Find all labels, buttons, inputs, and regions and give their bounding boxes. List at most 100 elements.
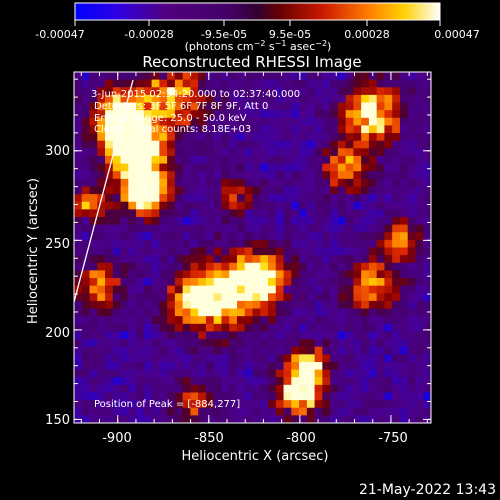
heatmap-cell (299, 308, 308, 317)
heatmap-cell (151, 110, 160, 119)
heatmap-cell (361, 72, 370, 81)
heatmap-cell (299, 392, 308, 401)
heatmap-cell (337, 308, 347, 317)
heatmap-cell (112, 316, 122, 325)
heatmap-cell (399, 72, 409, 81)
heatmap-cell (167, 247, 176, 256)
heatmap-cell (368, 155, 378, 165)
heatmap-cell (174, 255, 184, 264)
heatmap-cell (368, 94, 378, 104)
heatmap-cell (299, 171, 308, 180)
heatmap-cell (376, 239, 386, 249)
heatmap-cell (345, 392, 354, 401)
heatmap-cell (213, 148, 223, 157)
heatmap-cell (205, 125, 215, 134)
heatmap-cell (384, 140, 393, 149)
heatmap-cell (291, 79, 300, 88)
heatmap-cell (159, 79, 168, 88)
heatmap-cell (205, 117, 215, 127)
heatmap-cell (299, 293, 308, 302)
heatmap-cell (167, 110, 176, 119)
heatmap-cell (89, 148, 98, 157)
heatmap-cell (74, 247, 83, 256)
heatmap-cell (291, 163, 300, 172)
heatmap-cell (322, 209, 331, 218)
heatmap-cell (275, 369, 285, 378)
heatmap-cell (415, 247, 424, 256)
heatmap-cell (392, 354, 401, 363)
heatmap-cell (198, 125, 207, 134)
colorbar-units: (photons cm−2 s−1 asec−2) (185, 39, 332, 53)
heatmap-cell (268, 300, 277, 310)
heatmap-cell (236, 171, 246, 180)
heatmap-cell (361, 400, 370, 409)
heatmap-cell (376, 178, 386, 188)
heatmap-cell (74, 79, 83, 88)
heatmap-cell (205, 186, 215, 195)
heatmap-cell (112, 94, 122, 104)
heatmap-cell (407, 369, 417, 378)
heatmap-cell (81, 110, 91, 119)
y-tick-label-2: 250 (45, 237, 70, 252)
heatmap-cell (174, 400, 184, 409)
heatmap-cell (291, 255, 300, 264)
heatmap-cell (182, 316, 192, 325)
heatmap-cell (136, 110, 145, 119)
heatmap-cell (345, 300, 354, 310)
heatmap-cell (415, 209, 424, 218)
heatmap-cell (112, 102, 122, 111)
heatmap-cell (205, 331, 215, 340)
heatmap-cell (97, 247, 106, 256)
heatmap-cell (205, 216, 215, 226)
heatmap-cell (105, 178, 114, 188)
heatmap-cell (423, 392, 431, 401)
heatmap-cell (221, 194, 230, 203)
heatmap-cell (205, 155, 215, 165)
heatmap-cell (136, 339, 145, 348)
heatmap-cell (368, 209, 378, 218)
heatmap-cell (112, 300, 122, 310)
heatmap-cell (174, 102, 184, 111)
heatmap-cell (128, 102, 137, 111)
heatmap-cell (213, 133, 223, 142)
heatmap-cell (112, 239, 122, 249)
heatmap-cell (345, 346, 354, 355)
heatmap-cell (268, 201, 277, 210)
heatmap-cell (415, 125, 424, 134)
heatmap-cell (236, 323, 246, 333)
heatmap-cell (81, 87, 91, 96)
heatmap-cell (291, 407, 300, 416)
heatmap-cell (74, 87, 83, 96)
heatmap-cell (353, 377, 362, 386)
heatmap-cell (128, 323, 137, 333)
heatmap-cell (283, 72, 292, 81)
heatmap-cell (244, 133, 254, 142)
heatmap-cell (182, 255, 192, 264)
heatmap-cell (423, 407, 431, 416)
heatmap-cell (89, 331, 98, 340)
heatmap-cell (399, 369, 409, 378)
heatmap-cell (213, 94, 223, 104)
heatmap-cell (283, 232, 292, 241)
heatmap-cell (322, 308, 331, 317)
heatmap-cell (198, 331, 207, 340)
heatmap-cell (353, 140, 362, 149)
heatmap-cell (368, 278, 378, 287)
heatmap-cell (415, 148, 424, 157)
heatmap-cell (361, 178, 370, 188)
heatmap-cell (89, 323, 98, 333)
heatmap-cell (105, 278, 114, 287)
heatmap-cell (128, 293, 137, 302)
heatmap-cell (198, 308, 207, 317)
heatmap-cell (291, 331, 300, 340)
heatmap-cell (136, 72, 145, 81)
heatmap-cell (384, 148, 393, 157)
heatmap-cell (205, 102, 215, 111)
heatmap-cell (213, 300, 223, 310)
heatmap-cell (89, 415, 98, 423)
heatmap-cell (361, 377, 370, 386)
heatmap-cell (260, 377, 269, 386)
heatmap-cell (306, 186, 316, 195)
heatmap-cell (415, 331, 424, 340)
heatmap-cell (252, 79, 261, 88)
